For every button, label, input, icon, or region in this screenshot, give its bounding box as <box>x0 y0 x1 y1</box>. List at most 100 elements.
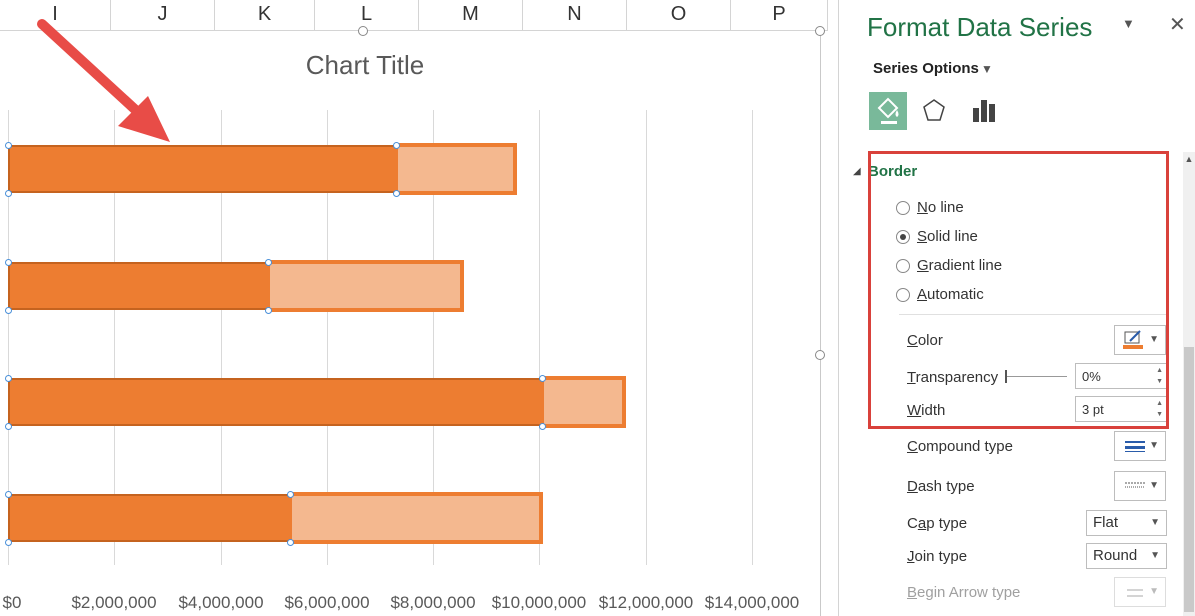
column-headers: I J K L M N O P <box>0 0 828 31</box>
radio-no-line[interactable] <box>896 201 910 215</box>
format-pane: Format Data Series ▼ ✕ Series Options ▼ … <box>838 0 1195 616</box>
column-label: J <box>157 3 168 25</box>
selection-handle[interactable] <box>5 259 12 266</box>
join-type-label: Join type <box>907 548 968 565</box>
bar-segment-series-2[interactable] <box>287 492 544 544</box>
begin-arrow-type-label: Begin Arrow type <box>907 584 1021 601</box>
pane-scrollbar[interactable]: ▲ <box>1183 152 1195 616</box>
column-header-l[interactable]: L <box>315 0 419 30</box>
dash-type-button[interactable]: ▼ <box>1114 471 1166 501</box>
column-header-p[interactable]: P <box>731 0 828 30</box>
chevron-down-icon: ▼ <box>1149 586 1159 597</box>
spinner-arrows-icon[interactable]: ▲ ▼ <box>1156 367 1163 385</box>
column-header-j[interactable]: J <box>111 0 215 30</box>
radio-label[interactable]: Automatic <box>917 286 984 303</box>
close-icon[interactable]: ✕ <box>1169 14 1186 36</box>
radio-label[interactable]: No line <box>917 199 964 216</box>
scrollbar-thumb[interactable] <box>1184 347 1194 612</box>
x-tick-label: $8,000,000 <box>390 593 476 612</box>
x-tick-label: $6,000,000 <box>284 593 370 612</box>
chart-resize-handle[interactable] <box>815 26 825 36</box>
column-label: O <box>670 3 687 25</box>
pen-icon <box>1123 330 1143 349</box>
column-label: P <box>772 3 786 25</box>
spinner-arrows-icon[interactable]: ▲ ▼ <box>1156 400 1163 418</box>
column-header-k[interactable]: K <box>215 0 315 30</box>
scroll-up-icon[interactable]: ▲ <box>1184 154 1194 164</box>
radio-automatic[interactable] <box>896 288 910 302</box>
chart-title[interactable]: Chart Title <box>305 50 425 80</box>
selection-handle[interactable] <box>392 190 400 197</box>
x-tick-label: $0 <box>2 593 22 612</box>
selection-handle[interactable] <box>5 375 12 382</box>
column-label: L <box>360 3 373 25</box>
transparency-spinner[interactable]: 0% ▲ ▼ <box>1075 363 1167 389</box>
chevron-down-icon[interactable]: ▼ <box>981 62 993 76</box>
join-type-value: Round <box>1093 547 1138 564</box>
chevron-down-icon: ▼ <box>1150 517 1160 528</box>
series-options-dropdown[interactable]: Series Options <box>873 60 979 77</box>
slider-knob[interactable] <box>1005 370 1007 383</box>
bar-segment-series-2[interactable] <box>393 143 517 195</box>
selection-handle[interactable] <box>286 539 294 546</box>
arrow-type-icon <box>1127 589 1143 597</box>
chevron-down-icon: ▼ <box>1149 480 1159 491</box>
bar-segment-series-1[interactable] <box>8 378 543 426</box>
fill-line-tab-icon[interactable] <box>869 92 907 130</box>
column-header-o[interactable]: O <box>627 0 731 30</box>
bar-segment-series-1[interactable] <box>8 494 290 542</box>
cap-type-select[interactable]: Flat ▼ <box>1086 510 1167 536</box>
radio-label[interactable]: Gradient line <box>917 257 1003 274</box>
radio-solid-line[interactable] <box>896 230 910 244</box>
column-header-i[interactable]: I <box>0 0 111 30</box>
selection-handle[interactable] <box>392 142 400 149</box>
transparency-value[interactable]: 0% <box>1082 369 1101 384</box>
selection-handle[interactable] <box>5 142 12 149</box>
selection-handle[interactable] <box>539 375 547 382</box>
selection-handle[interactable] <box>265 259 273 266</box>
transparency-slider[interactable] <box>1005 370 1067 383</box>
bar-segment-series-1[interactable] <box>8 145 396 193</box>
compound-lines-icon <box>1125 441 1145 452</box>
gridline <box>114 110 115 565</box>
transparency-label: Transparency <box>907 369 999 386</box>
column-header-n[interactable]: N <box>523 0 627 30</box>
effects-tab-icon[interactable] <box>915 92 953 130</box>
width-spinner[interactable]: 3 pt ▲ ▼ <box>1075 396 1167 422</box>
width-value[interactable]: 3 pt <box>1082 402 1104 417</box>
bar-segment-series-2[interactable] <box>540 376 626 428</box>
compound-type-button[interactable]: ▼ <box>1114 431 1166 461</box>
join-type-select[interactable]: Round ▼ <box>1086 543 1167 569</box>
selection-handle[interactable] <box>5 539 12 546</box>
selection-handle[interactable] <box>539 423 547 430</box>
pane-title: Format Data Series <box>867 12 1093 42</box>
pane-options-dropdown-icon[interactable]: ▼ <box>1122 16 1135 31</box>
selection-handle[interactable] <box>5 307 12 314</box>
selection-handle[interactable] <box>5 491 12 498</box>
collapse-triangle-icon[interactable]: ◢ <box>853 166 861 177</box>
bar-segment-series-1[interactable] <box>8 262 269 310</box>
radio-label[interactable]: Solid line <box>917 228 978 245</box>
selection-handle[interactable] <box>5 190 12 197</box>
column-header-m[interactable]: M <box>419 0 523 30</box>
chart-resize-handle[interactable] <box>358 26 368 36</box>
chart-resize-handle[interactable] <box>815 350 825 360</box>
x-tick-label: $12,000,000 <box>598 593 694 612</box>
selection-handle[interactable] <box>5 423 12 430</box>
selection-handle[interactable] <box>265 307 273 314</box>
gridline <box>8 110 9 565</box>
gridline <box>539 110 540 565</box>
column-label: M <box>462 3 479 25</box>
column-label: K <box>257 3 272 25</box>
color-picker-button[interactable]: ▼ <box>1114 325 1166 355</box>
series-options-tab-icon[interactable] <box>965 92 1003 130</box>
border-section-header[interactable]: Border <box>868 163 918 180</box>
column-label: I <box>52 3 58 25</box>
chevron-down-icon: ▼ <box>1149 440 1159 451</box>
bar-segment-series-2[interactable] <box>266 260 464 312</box>
selection-handle[interactable] <box>286 491 294 498</box>
radio-gradient-line[interactable] <box>896 259 910 273</box>
dash-type-label: Dash type <box>907 478 975 495</box>
gridline <box>752 110 753 565</box>
x-tick-label: $14,000,000 <box>704 593 800 612</box>
